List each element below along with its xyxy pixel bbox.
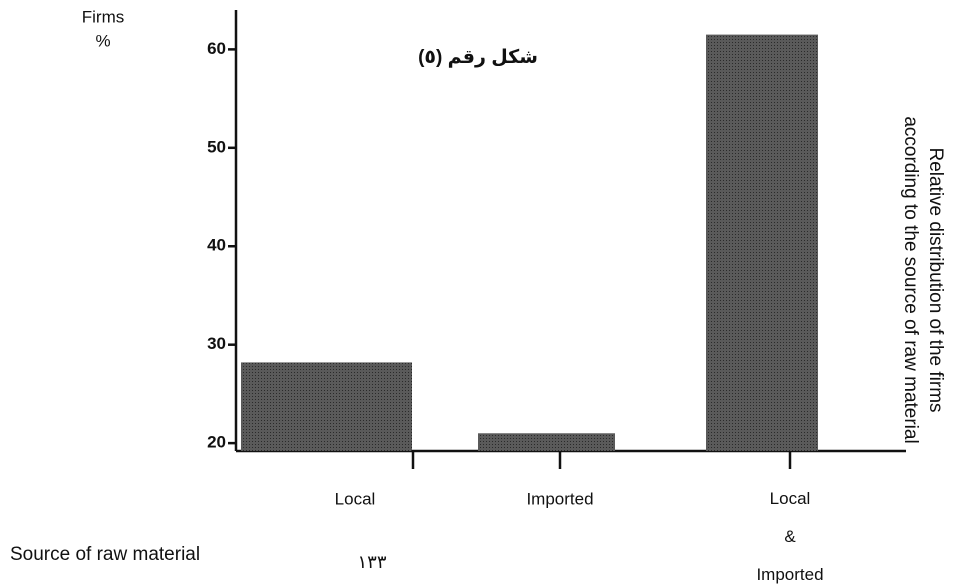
x-axis-label: Source of raw material: [10, 544, 200, 565]
y-axis-label: Firms: [82, 7, 124, 26]
y-tick-label: 20: [207, 433, 226, 452]
y-tick-label: 50: [207, 137, 226, 156]
x-tick-label: Local: [335, 489, 376, 508]
y-tick-label: 40: [207, 236, 226, 255]
x-tick-label: Imported: [526, 489, 593, 508]
y-axis-label: %: [95, 31, 110, 50]
side-label: Relative distribution of the firms: [925, 147, 946, 412]
y-tick-label: 60: [207, 39, 226, 58]
bar: [706, 34, 818, 451]
chart-title: شكل رقم (٥): [418, 47, 538, 68]
x-tick-label: Local & Imported: [756, 489, 823, 584]
y-tick-label: 30: [207, 334, 226, 353]
bar: [241, 362, 412, 451]
side-label: according to the source of raw material: [900, 116, 921, 443]
page-number: ١٣٣: [357, 552, 386, 572]
bar: [478, 433, 615, 451]
